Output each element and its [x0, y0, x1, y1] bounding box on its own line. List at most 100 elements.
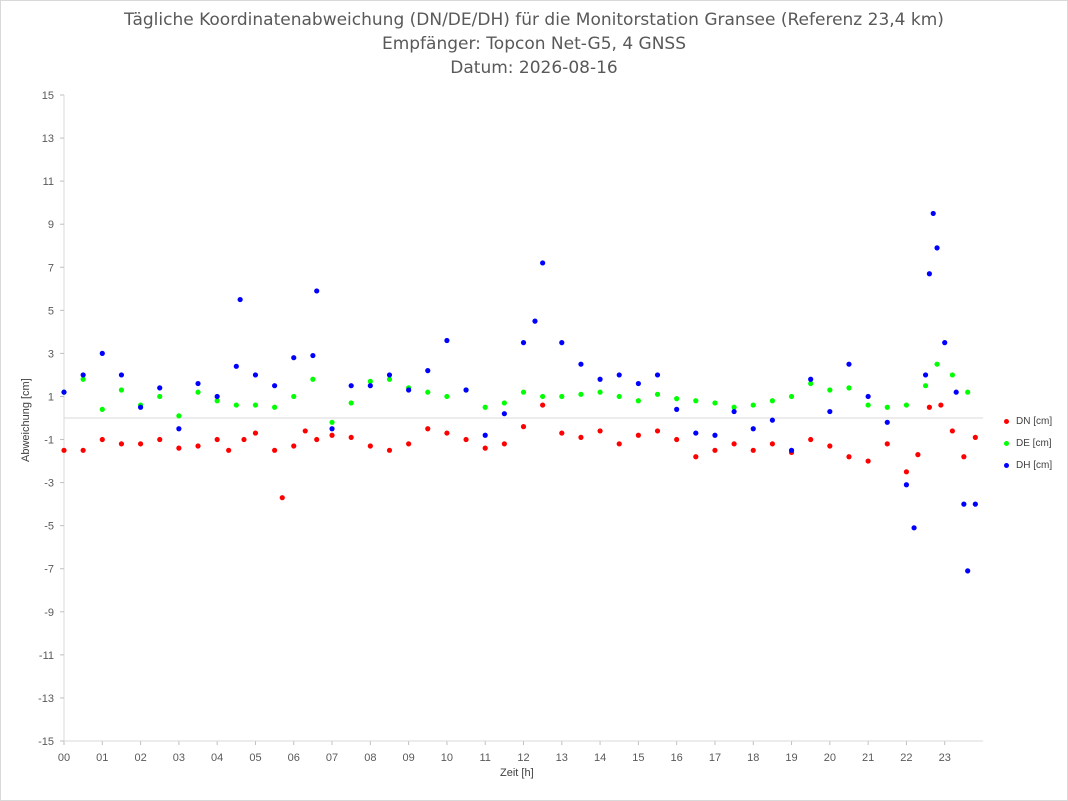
data-point-dn — [559, 430, 565, 436]
data-point-dn — [137, 441, 144, 447]
data-point-de — [769, 398, 775, 404]
data-point-dh — [520, 340, 527, 346]
data-point-dh — [367, 383, 373, 389]
x-tick-label: 09 — [403, 752, 415, 764]
data-point-de — [731, 404, 737, 410]
data-point-dn — [808, 436, 814, 443]
y-axis-title: Abweichung [cm] — [20, 378, 32, 462]
data-point-dh — [214, 393, 220, 400]
x-tick-label: 19 — [785, 752, 797, 764]
data-point-dn — [241, 436, 247, 443]
data-point-dn — [750, 447, 756, 453]
data-point-dh — [827, 408, 833, 415]
x-tick-label: 02 — [134, 752, 146, 764]
data-point-dn — [118, 441, 125, 447]
y-tick-label: -7 — [44, 564, 54, 576]
y-tick-label: 1 — [48, 391, 54, 403]
data-point-dh — [578, 361, 584, 367]
y-tick-label: -13 — [38, 693, 54, 705]
chart-title: Tägliche Koordinatenabweichung (DN/DE/DH… — [124, 10, 944, 30]
data-point-dn — [635, 432, 641, 438]
data-point-de — [808, 380, 814, 387]
data-point-dn — [903, 469, 910, 475]
legend-marker-de — [1004, 440, 1009, 446]
data-point-dn — [938, 402, 944, 408]
legend: DN [cm] DE [cm] DH [cm] — [1004, 410, 1052, 476]
x-tick-label: 07 — [326, 752, 338, 764]
data-point-de — [750, 402, 756, 408]
data-point-dh — [922, 372, 929, 378]
x-tick-label: 14 — [594, 752, 606, 764]
data-point-de — [922, 383, 929, 389]
y-tick-label: -9 — [44, 607, 54, 619]
data-point-de — [272, 404, 278, 410]
data-point-dn — [972, 434, 978, 440]
data-point-dn — [540, 402, 546, 408]
data-point-dh — [884, 419, 890, 425]
data-point-dn — [769, 441, 775, 447]
data-point-dh — [501, 411, 507, 417]
legend-item-dn: DN [cm] — [1004, 410, 1052, 432]
data-point-dh — [80, 372, 86, 378]
data-point-dn — [846, 454, 852, 460]
legend-label-dn: DN [cm] — [1016, 415, 1053, 427]
legend-label-de: DE [cm] — [1016, 437, 1052, 449]
data-point-dn — [444, 430, 450, 436]
data-point-de — [540, 393, 546, 400]
data-point-de — [252, 402, 259, 408]
data-point-dn — [195, 443, 201, 449]
data-point-de — [884, 404, 890, 410]
data-point-dn — [597, 428, 603, 434]
data-point-dn — [314, 436, 320, 443]
data-point-dh — [942, 340, 948, 346]
data-point-dn — [501, 441, 507, 447]
data-point-dn — [80, 447, 86, 453]
data-point-de — [195, 389, 201, 395]
data-point-dh — [712, 432, 718, 438]
data-point-de — [712, 400, 718, 406]
data-point-dh — [674, 406, 680, 412]
data-point-de — [674, 396, 680, 402]
data-point-de — [425, 389, 431, 395]
data-point-de — [693, 398, 699, 404]
y-tick-label: 7 — [48, 262, 54, 274]
x-tick-label: 12 — [517, 752, 529, 764]
x-tick-label: 11 — [479, 752, 490, 764]
data-point-dh — [425, 368, 431, 374]
data-point-dn — [712, 447, 718, 453]
data-point-dh — [406, 387, 412, 393]
data-point-dh — [930, 210, 936, 217]
y-tick-label: 15 — [42, 90, 54, 102]
data-point-de — [157, 393, 163, 400]
data-point-dh — [731, 408, 737, 415]
data-point-dh — [532, 318, 538, 324]
x-tick-label: 10 — [441, 752, 453, 764]
data-point-dn — [520, 424, 527, 430]
data-point-de — [635, 398, 641, 404]
data-point-dn — [674, 436, 680, 443]
data-point-dh — [788, 447, 795, 453]
data-point-de — [865, 402, 871, 408]
data-point-dh — [635, 380, 641, 387]
data-point-dh — [237, 296, 243, 303]
data-point-dn — [865, 458, 871, 464]
data-point-de — [846, 385, 852, 391]
data-point-dh — [482, 432, 488, 438]
y-tick-label: 9 — [48, 219, 54, 231]
data-point-de — [80, 376, 86, 382]
legend-item-dh: DH [cm] — [1004, 454, 1052, 476]
data-point-de — [788, 393, 795, 400]
data-point-dh — [926, 271, 932, 277]
x-tick-label: 22 — [900, 752, 912, 764]
data-point-de — [827, 387, 833, 393]
data-point-dn — [302, 428, 308, 434]
data-point-dn — [949, 428, 955, 434]
data-point-dh — [99, 350, 105, 356]
data-point-de — [233, 402, 239, 408]
legend-marker-dh — [1004, 462, 1009, 468]
data-point-dh — [769, 417, 775, 423]
y-tick-label: -3 — [44, 478, 54, 490]
data-point-de — [386, 376, 393, 382]
x-tick-label: 06 — [288, 752, 300, 764]
